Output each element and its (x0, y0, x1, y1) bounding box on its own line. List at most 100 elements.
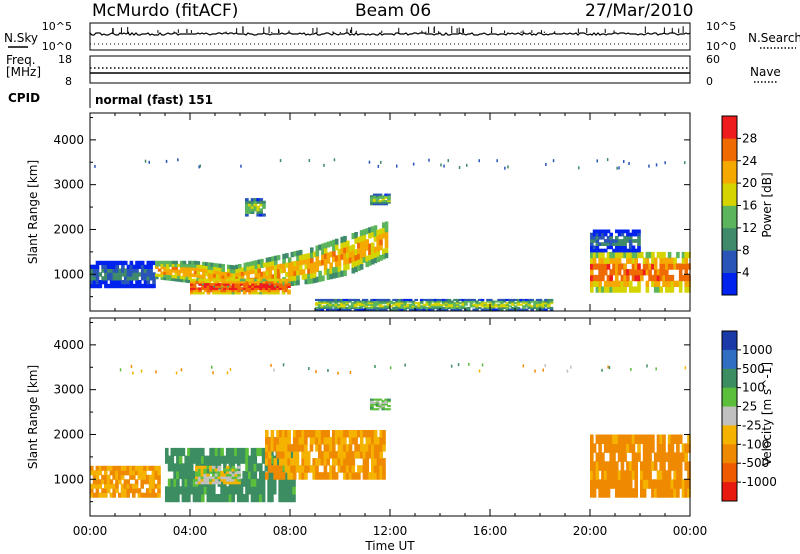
velocity-echo-cell (653, 488, 658, 498)
velocity-echo-cell (223, 455, 227, 464)
power-echo-cell (359, 241, 364, 248)
power-echo-cell (375, 308, 380, 311)
power-echo-cell (419, 308, 424, 311)
power-echo-cell (461, 302, 465, 305)
power-echo-cell (323, 242, 328, 249)
power-echo-cell (293, 270, 297, 276)
velocity-echo-cell (384, 408, 388, 411)
power-echo-cell (351, 267, 356, 274)
power-echo-cell (220, 283, 225, 286)
power-echo-cell (118, 268, 122, 273)
power-echo-cell (422, 298, 427, 301)
power-echo-cell (228, 287, 233, 291)
velocity-echo-cell (214, 473, 219, 477)
power-echo-cell (326, 302, 330, 305)
power-echo-cell (631, 257, 636, 264)
power-echo-cell (168, 260, 173, 265)
power-echo-cell (259, 200, 263, 204)
power-echo-cell (505, 306, 510, 309)
velocity-echo-cell (606, 434, 611, 444)
power-echo-cell (549, 298, 554, 301)
power-echo-cell (395, 298, 399, 301)
power-echo-cell (317, 305, 322, 308)
power-echo-cell (160, 263, 165, 267)
power-echo-cell (384, 308, 388, 311)
power-echo-cell (535, 305, 540, 308)
power-echo-cell (428, 308, 432, 311)
velocity-echo-cell (357, 472, 361, 480)
velocity-echo-cell (673, 434, 677, 444)
velocity-echo-cell (384, 403, 388, 406)
power-echo-cell (262, 275, 267, 281)
power-echo-cell (464, 302, 468, 305)
power-echo-cell (378, 196, 383, 199)
power-echo-cell (653, 286, 658, 293)
power-echo-cell (223, 280, 227, 284)
power-echo-cell (617, 242, 622, 246)
velocity-echo-cell (381, 403, 386, 406)
power-echo-cell (598, 257, 602, 264)
power-echo-cell (447, 303, 452, 306)
power-echo-cell (547, 303, 551, 306)
velocity-echo-cell (283, 486, 288, 495)
power-echo-cell (257, 272, 261, 278)
velocity-echo-cell (687, 434, 691, 444)
power-echo-cell (229, 272, 234, 277)
power-echo-cell (678, 286, 683, 293)
power-echo-cell (453, 302, 457, 305)
velocity-echo-cell (283, 470, 288, 480)
velocity-echo-cell (357, 430, 361, 438)
power-echo-cell (436, 298, 441, 301)
power-echo-cell (123, 283, 128, 289)
velocity-echo-cell (123, 492, 128, 498)
velocity-echo-cell (371, 444, 375, 452)
power-echo-cell (115, 264, 119, 269)
velocity-echo-cell (261, 455, 266, 464)
power-echo-cell (310, 252, 314, 259)
power-echo-cell (256, 200, 261, 204)
power-echo-cell (637, 286, 641, 293)
power-echo-cell (218, 274, 223, 279)
power-echo-cell (375, 195, 380, 198)
velocity-echo-cell (109, 492, 114, 498)
velocity-echo-cell (225, 470, 230, 474)
velocity-echo-cell (667, 461, 672, 471)
power-echo-cell (609, 239, 613, 243)
power-echo-cell (549, 306, 554, 309)
power-echo-cell (662, 251, 666, 259)
velocity-echo-cell (292, 458, 297, 466)
velocity-echo-cell (206, 478, 210, 482)
velocity-echo-cell (659, 470, 663, 480)
power-speckle (655, 163, 658, 167)
velocity-echo-cell (253, 447, 258, 457)
power-echo-cell (659, 286, 663, 293)
power-colorbar-tick-label: 8 (742, 243, 750, 257)
power-echo-cell (414, 298, 418, 301)
power-echo-cell (433, 302, 438, 305)
power-echo-cell (192, 285, 197, 288)
velocity-echo-cell (118, 474, 122, 480)
power-echo-cell (595, 229, 600, 234)
velocity-echo-cell (248, 486, 252, 495)
power-echo-cell (623, 280, 627, 287)
velocity-echo-cell (181, 478, 186, 487)
power-echo-cell (182, 269, 187, 274)
power-echo-cell (168, 274, 173, 279)
power-echo-cell (281, 278, 286, 282)
velocity-echo-cell (365, 465, 370, 473)
power-echo-cell (381, 201, 386, 204)
velocity-echo-cell (239, 486, 244, 495)
velocity-echo-cell (673, 479, 677, 489)
velocity-echo-cell (286, 494, 291, 503)
velocity-echo-cell (98, 492, 102, 498)
power-echo-cell (109, 260, 114, 266)
power-echo-cell (250, 205, 255, 209)
power-echo-cell (659, 274, 663, 282)
velocity-echo-cell (270, 444, 275, 452)
power-echo-cell (592, 229, 597, 234)
velocity-echo-cell (259, 447, 263, 457)
power-echo-cell (182, 266, 187, 271)
power-echo-cell (107, 260, 111, 266)
power-echo-cell (373, 305, 377, 308)
